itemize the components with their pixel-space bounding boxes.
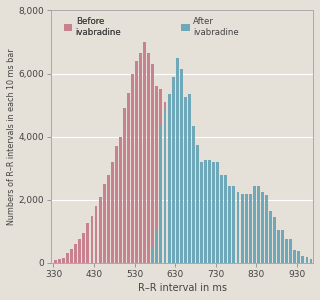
Bar: [208, 175, 211, 263]
Bar: [228, 186, 231, 263]
Y-axis label: Numbers of R–R intervals in each 10 ms bar: Numbers of R–R intervals in each 10 ms b…: [7, 48, 16, 225]
Bar: [164, 102, 166, 263]
Bar: [159, 126, 163, 263]
Bar: [212, 162, 215, 263]
Bar: [216, 239, 219, 263]
Bar: [216, 162, 219, 263]
Bar: [281, 230, 284, 263]
Bar: [78, 239, 81, 263]
Bar: [289, 239, 292, 263]
Bar: [233, 186, 236, 263]
Bar: [83, 233, 85, 263]
Bar: [200, 162, 203, 263]
Bar: [176, 58, 179, 263]
Bar: [306, 257, 308, 263]
Bar: [220, 258, 223, 263]
Bar: [301, 256, 304, 263]
Bar: [212, 175, 215, 263]
Bar: [107, 175, 110, 263]
Bar: [176, 130, 179, 263]
Bar: [297, 251, 300, 263]
Bar: [86, 224, 89, 263]
Bar: [70, 249, 73, 263]
Bar: [156, 230, 158, 263]
Bar: [159, 89, 163, 263]
Bar: [224, 260, 227, 263]
Bar: [224, 175, 227, 263]
Bar: [156, 86, 158, 263]
Bar: [127, 92, 130, 263]
X-axis label: R–R interval in ms: R–R interval in ms: [138, 283, 227, 293]
Bar: [180, 160, 183, 263]
Bar: [95, 206, 98, 263]
Bar: [253, 186, 256, 263]
Bar: [119, 137, 122, 263]
Bar: [168, 116, 171, 263]
Bar: [58, 259, 61, 263]
Bar: [111, 162, 114, 263]
Bar: [188, 94, 191, 263]
Bar: [135, 61, 138, 263]
Bar: [143, 42, 146, 263]
Bar: [172, 77, 175, 263]
Bar: [277, 230, 280, 263]
Bar: [99, 197, 101, 263]
Bar: [236, 192, 239, 263]
Bar: [66, 254, 69, 263]
Bar: [123, 108, 126, 263]
Bar: [196, 145, 199, 263]
Bar: [220, 175, 223, 263]
Bar: [180, 69, 183, 263]
Bar: [74, 244, 77, 263]
Bar: [184, 160, 187, 263]
Bar: [54, 260, 57, 263]
Bar: [151, 64, 154, 263]
Bar: [188, 167, 191, 263]
Bar: [184, 97, 187, 263]
Bar: [196, 170, 199, 263]
Bar: [249, 194, 252, 263]
Bar: [204, 160, 207, 263]
Bar: [204, 173, 207, 263]
Bar: [208, 160, 211, 263]
Bar: [151, 247, 154, 263]
Bar: [115, 146, 118, 263]
Bar: [241, 194, 244, 263]
Bar: [265, 195, 268, 263]
Bar: [269, 211, 272, 263]
Bar: [257, 186, 260, 263]
Bar: [131, 74, 134, 263]
Bar: [200, 173, 203, 263]
Bar: [309, 259, 313, 263]
Bar: [147, 53, 150, 263]
Bar: [293, 250, 296, 263]
Bar: [245, 194, 248, 263]
Bar: [62, 258, 65, 263]
Bar: [285, 239, 288, 263]
Bar: [168, 94, 171, 263]
Bar: [91, 216, 93, 263]
Bar: [192, 167, 195, 263]
Bar: [172, 130, 175, 263]
Bar: [192, 126, 195, 263]
Bar: [103, 184, 106, 263]
Bar: [139, 53, 142, 263]
Bar: [273, 217, 276, 263]
Bar: [164, 110, 166, 263]
Bar: [261, 192, 264, 263]
Legend: Before
ivabradine: Before ivabradine: [64, 17, 121, 37]
